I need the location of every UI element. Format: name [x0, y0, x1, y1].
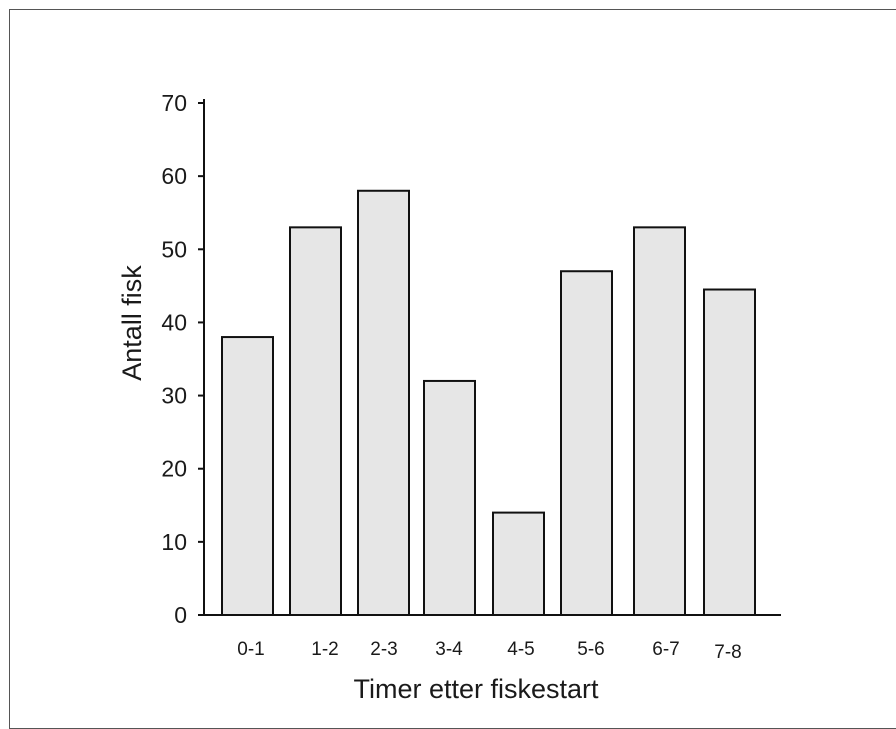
bar-7-8 [703, 288, 756, 616]
bar-4-5 [492, 511, 545, 616]
x-axis-label: Timer etter fiskestart [353, 674, 599, 704]
x-tick-label-6-7: 6-7 [652, 639, 679, 660]
x-ticks-group: 0-1 1-2 2-3 3-4 4-5 5-6 6-7 7-8 [237, 639, 741, 663]
bar-3-4 [423, 379, 476, 617]
x-tick-label-7-8: 7-8 [714, 642, 741, 663]
x-tick-label-5-6: 5-6 [577, 639, 604, 660]
y-tick-label-0: 0 [174, 602, 187, 628]
y-tick-label-70: 70 [161, 90, 187, 116]
axes-group [203, 99, 781, 616]
bar-0-1 [221, 336, 274, 616]
x-tick-label-3-4: 3-4 [435, 639, 463, 660]
bars-group [221, 189, 756, 617]
x-tick-label-0-1: 0-1 [237, 639, 264, 660]
y-tick-label-50: 50 [161, 236, 187, 262]
y-tick-label-40: 40 [161, 309, 187, 335]
y-tick-label-30: 30 [161, 383, 187, 409]
y-ticks-group: 0 10 20 30 40 50 60 70 [161, 90, 204, 628]
bar-6-7 [633, 226, 686, 616]
y-tick-label-10: 10 [161, 529, 187, 555]
x-tick-label-1-2: 1-2 [311, 639, 338, 660]
y-tick-label-20: 20 [161, 456, 187, 482]
bar-1-2 [289, 226, 342, 616]
bar-5-6 [560, 270, 613, 616]
y-tick-label-60: 60 [161, 163, 187, 189]
bar-2-3 [357, 189, 410, 616]
x-tick-label-4-5: 4-5 [507, 639, 534, 660]
x-tick-label-2-3: 2-3 [370, 639, 397, 660]
y-axis-label: Antall fisk [117, 265, 147, 381]
